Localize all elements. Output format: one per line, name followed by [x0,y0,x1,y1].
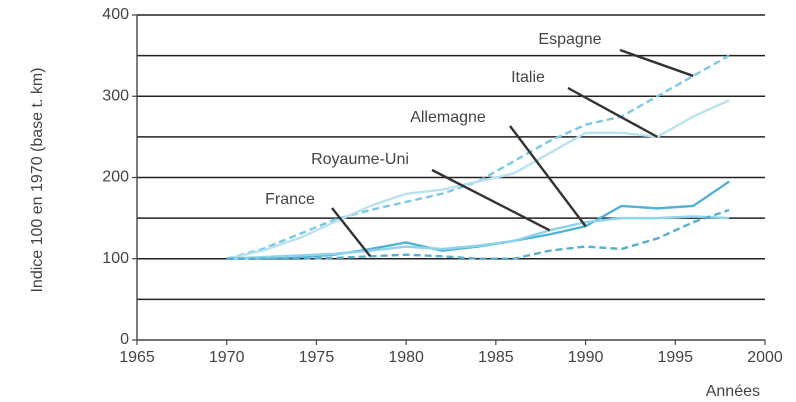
annotation-arrow [331,207,372,258]
y-tick-label: 300 [102,87,129,104]
series-label: France [265,191,315,208]
y-axis-label: Indice 100 en 1970 (base t. km) [29,67,46,292]
x-tick-label: 1975 [299,349,335,366]
x-tick-label: 1985 [478,349,514,366]
series-line [226,208,730,260]
y-tick-label: 0 [120,331,129,348]
annotation-arrow [431,168,551,232]
x-tick-label: 1970 [209,349,245,366]
x-axis-label: Années [706,383,760,400]
x-tick-label: 2000 [747,349,783,366]
y-tick-label: 200 [102,169,129,186]
y-tick-label: 100 [102,250,129,267]
series-label: Espagne [538,31,601,48]
series-label: Royaume-Uni [311,151,409,168]
series-line [226,215,730,260]
series-label: Allemagne [410,109,486,126]
annotation-arrow [619,48,694,78]
series-line [226,54,730,260]
x-tick-label: 1995 [657,349,693,366]
series-label: Italie [511,69,545,86]
x-tick-label: 1980 [388,349,424,366]
x-tick-label: 1990 [568,349,604,366]
annotation-arrow [509,125,587,227]
y-tick-label: 400 [102,6,129,23]
annotation-arrow [567,86,658,138]
series-line [226,99,730,260]
x-tick-label: 1965 [119,349,155,366]
